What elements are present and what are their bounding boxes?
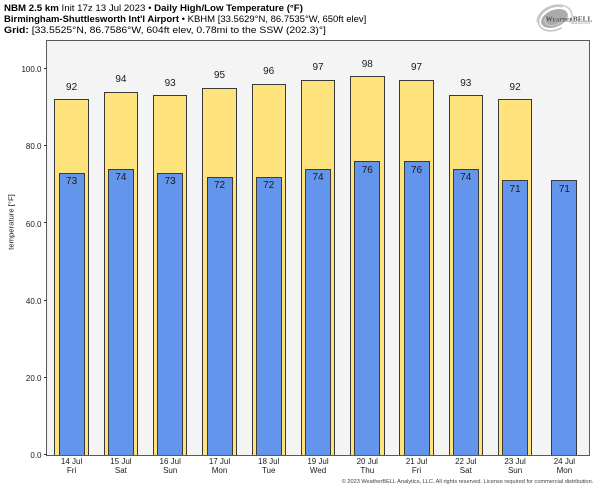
svg-text:WEATHERBELL: WEATHERBELL <box>546 14 593 23</box>
svg-text:Analytics LLC: Analytics LLC <box>571 21 591 25</box>
